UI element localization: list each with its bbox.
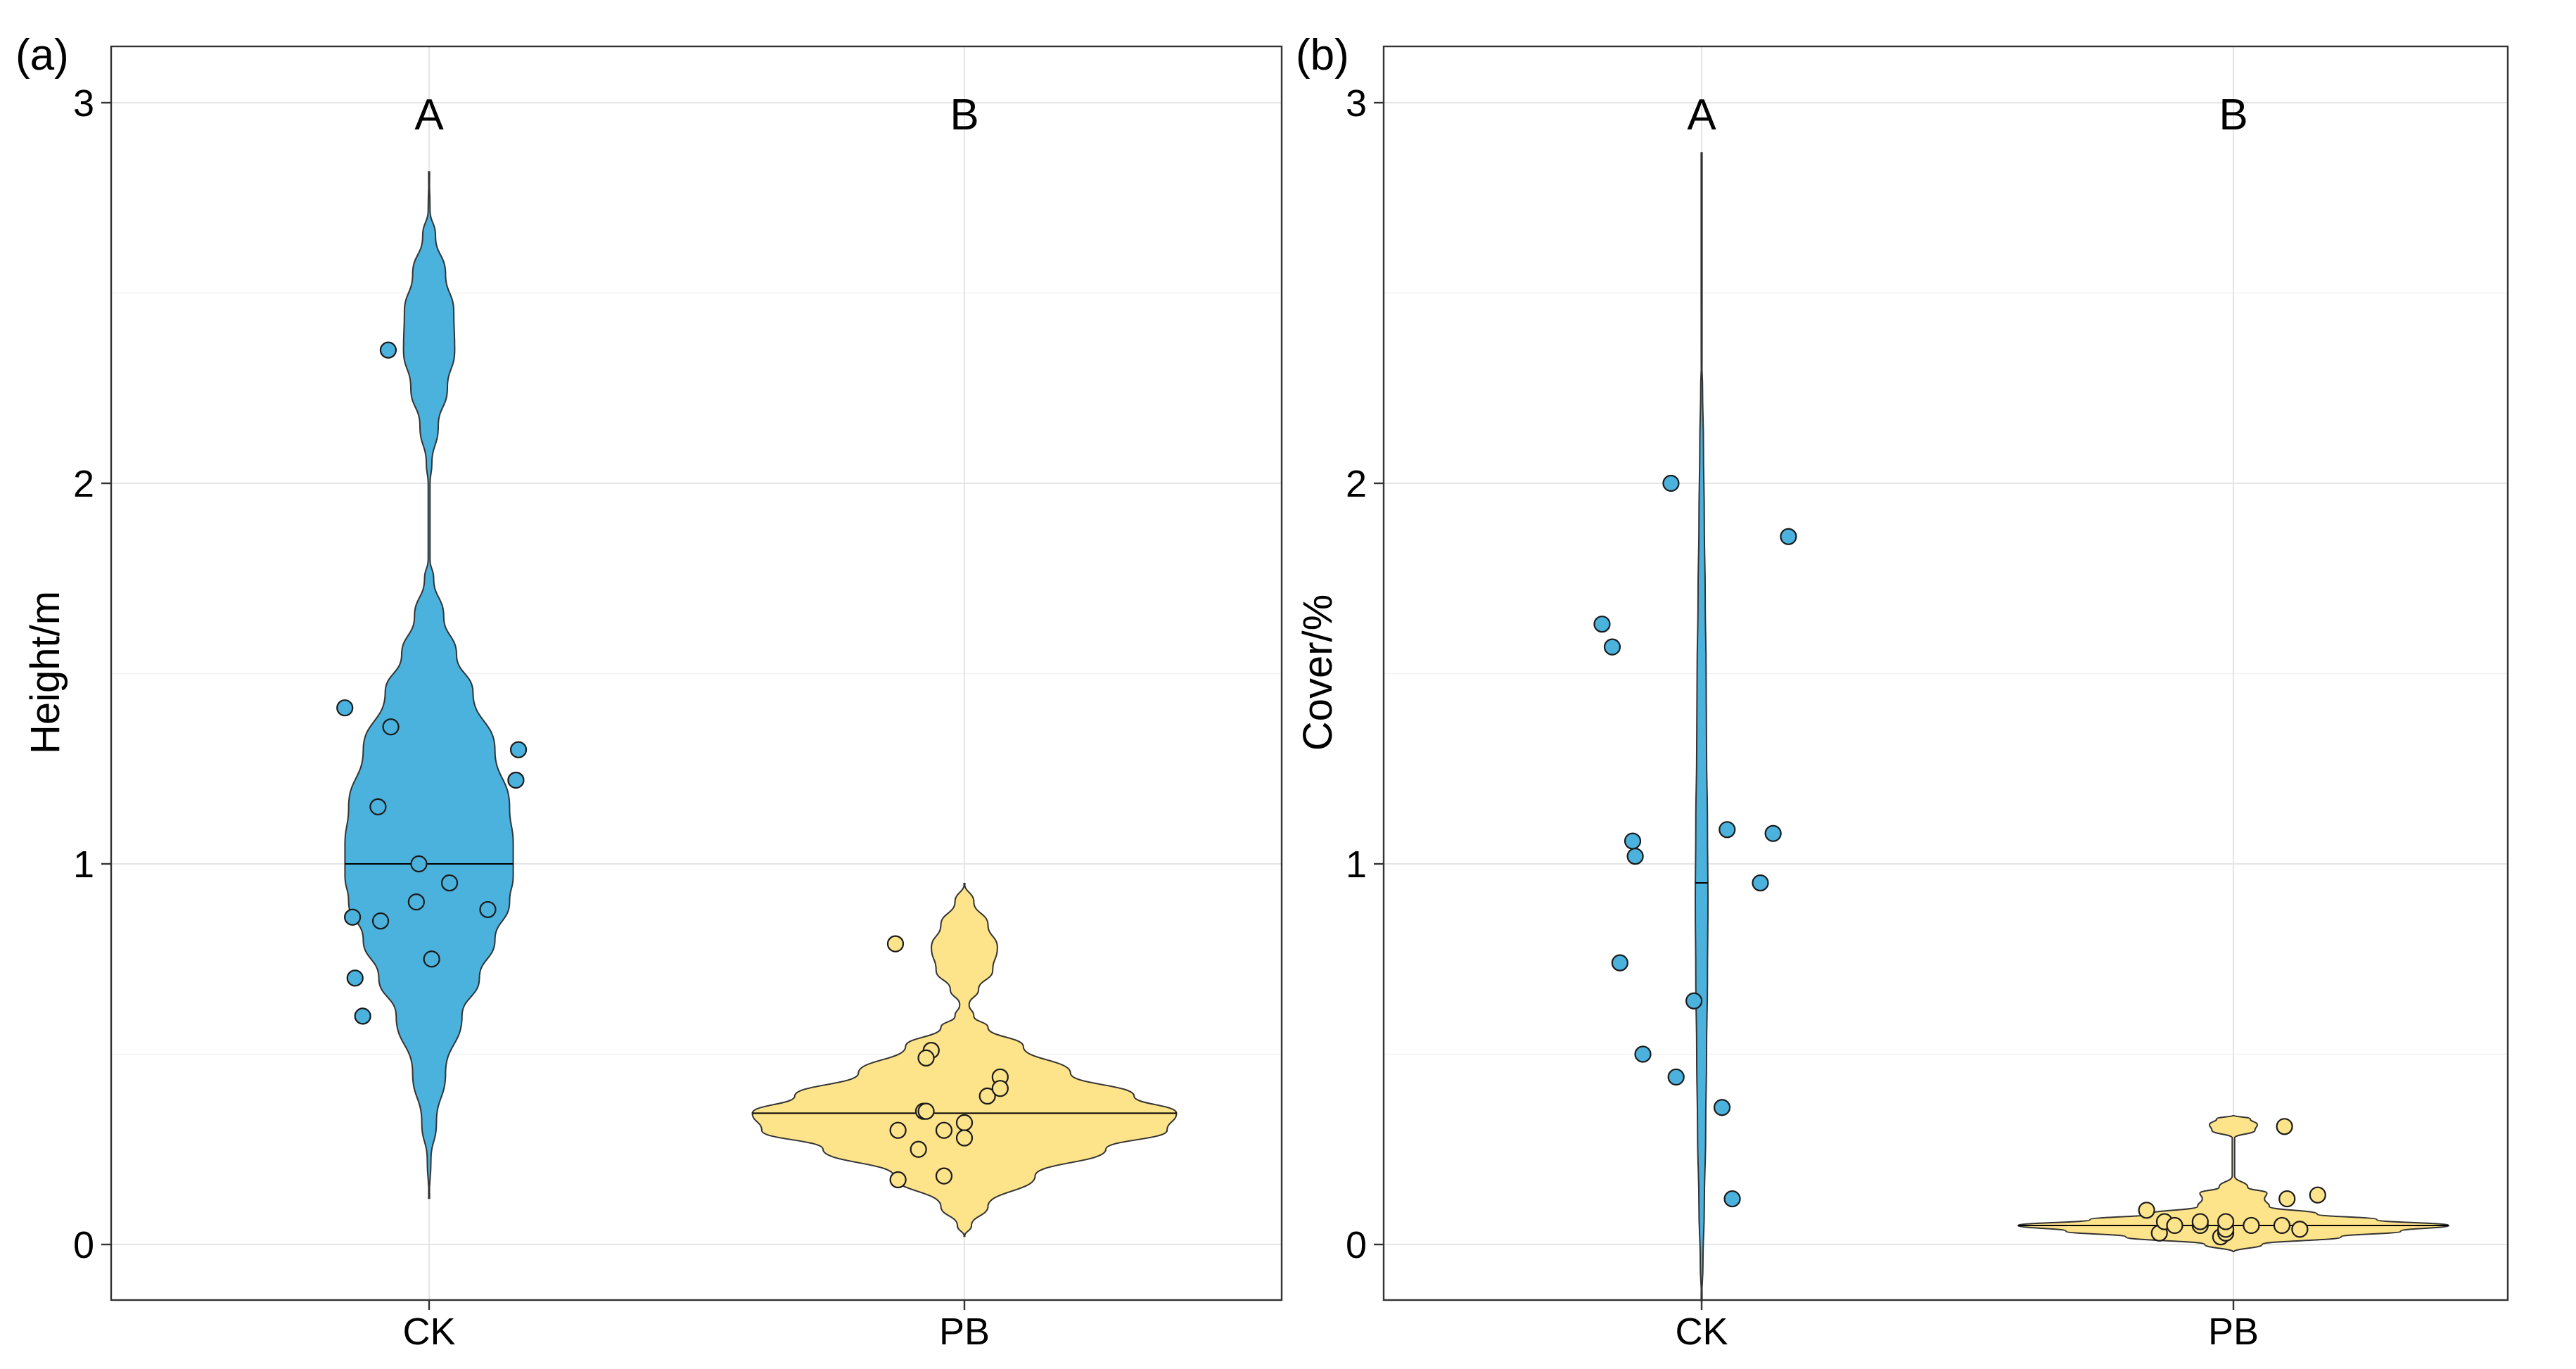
panel-a-point-pb [917, 1049, 935, 1067]
panel-b-border [1382, 45, 2509, 1301]
panel-a-point-ck [509, 741, 528, 758]
panel-a-point-pb [935, 1167, 953, 1185]
panel-b-x-tick-label-ck: CK [1675, 1311, 1728, 1353]
panel-a-point-pb [955, 1114, 974, 1131]
panel-b-point-ck [1667, 1068, 1685, 1086]
panel-b-x-tick-label-pb: PB [2208, 1311, 2259, 1353]
panel-b-point-ck [1719, 821, 1736, 839]
panel-a-point-pb [889, 1171, 907, 1189]
panel-a-y-tick-label-1: 1 [73, 843, 94, 886]
panel-a-tag: (a) [15, 31, 69, 79]
panel-a-violins [344, 171, 1178, 1239]
panel-a-point-ck [479, 900, 497, 919]
panel-b-ticks: 0 1 2 3 [1346, 82, 2235, 1310]
panel-b-grid [1384, 46, 2508, 1300]
panel-b-points [1593, 474, 2326, 1246]
panel-b-point-pb [2217, 1213, 2235, 1230]
panel-a-y-tick-label-3: 3 [73, 82, 94, 125]
panel-b-point-pb [2291, 1221, 2309, 1238]
panel-a-point-ck [440, 874, 459, 892]
panel-b-point-ck [1624, 832, 1642, 850]
panel-a-violin-pb [751, 883, 1178, 1239]
panel-b-y-tick-label-1: 1 [1346, 843, 1367, 886]
panel-b-point-ck [1662, 474, 1680, 492]
panel-b-letter-pb: B [2219, 91, 2247, 139]
panel-a-point-pb [889, 1121, 907, 1139]
panel-a-point-pb [955, 1129, 974, 1147]
panel-b-point-pb [2278, 1190, 2296, 1208]
panel-a-point-ck [344, 908, 362, 926]
panel-a-point-ck [369, 798, 387, 815]
panel-a-x-tick-label-pb: PB [939, 1311, 990, 1353]
panel-b-point-pb [2309, 1186, 2326, 1204]
panel-b-y-tick-label-2: 2 [1346, 463, 1367, 505]
panel-b-point-ck [1634, 1045, 1652, 1063]
panel-a-point-ck [507, 771, 525, 789]
panel-a-y-axis-title: Height/m [23, 591, 68, 754]
panel-a-point-ck [379, 341, 397, 359]
panel-a-point-pb [886, 935, 905, 953]
panel-b-tag: (b) [1296, 31, 1349, 79]
panel-b-point-pb [2166, 1216, 2183, 1235]
panel-b-point-pb [2276, 1118, 2293, 1135]
panel-b-point-pb [2243, 1216, 2260, 1235]
panel-a-violin-ck [344, 171, 514, 1200]
panel-b-point-ck [1780, 528, 1797, 545]
panel-a-letter-ck: A [414, 91, 444, 139]
panel-b-point-pb [2191, 1213, 2209, 1230]
panel-b-point-ck [1626, 848, 1644, 865]
panel-a-points [336, 341, 1009, 1189]
panel-b-y-tick-label-0: 0 [1346, 1224, 1367, 1266]
panel-b-violins [1694, 152, 2450, 1303]
panel-b-point-ck [1723, 1190, 1741, 1208]
panel-b: 0 1 2 3 (b) Cover/% A B CK PB [1295, 31, 2509, 1353]
panel-b-violin-ck [1694, 152, 1709, 1303]
panel-b-letter-ck: A [1687, 91, 1716, 139]
panel-a-y-tick-label-2: 2 [73, 463, 94, 505]
panel-a-x-tick-label-ck: CK [402, 1311, 455, 1353]
panel-a-letter-pb: B [950, 91, 978, 139]
panel-b-point-ck [1611, 954, 1628, 972]
panel-b-point-ck [1713, 1099, 1731, 1116]
panel-b-y-axis-title: Cover/% [1295, 594, 1341, 751]
panel-a-point-ck [407, 893, 425, 911]
panel-b-point-pb [2138, 1202, 2155, 1219]
panel-a-point-ck [336, 699, 354, 717]
panel-b-point-ck [1752, 874, 1769, 892]
panel-a-point-pb [991, 1080, 1009, 1097]
panel-b-point-ck [1764, 824, 1782, 842]
panel-a-border [110, 45, 1283, 1301]
panel-a-point-ck [354, 1007, 371, 1025]
panel-a-ticks: 0 1 2 3 [73, 82, 966, 1310]
panel-b-y-tick-label-3: 3 [1346, 82, 1367, 125]
panel-b-point-ck [1593, 616, 1611, 633]
panel-a-point-ck [410, 855, 428, 873]
panel-a-point-pb [935, 1121, 953, 1139]
panel-a-point-pb [910, 1140, 927, 1158]
panel-a-point-pb [978, 1087, 996, 1105]
panel-a-point-pb [917, 1102, 935, 1120]
panel-b-violin-pb [2017, 1114, 2450, 1253]
panel-a-point-ck [423, 950, 440, 968]
panel-b-point-pb [2273, 1216, 2291, 1235]
panel-a-point-ck [382, 718, 400, 736]
panel-a-point-ck [371, 912, 390, 930]
panel-a-y-tick-label-0: 0 [73, 1224, 94, 1266]
panel-a-point-ck [346, 969, 364, 987]
panel-b-point-ck [1685, 992, 1703, 1010]
panel-b-point-ck [1603, 638, 1621, 656]
panel-a: 0 1 2 3 (a) Height/m A B CK PB [15, 31, 1283, 1353]
